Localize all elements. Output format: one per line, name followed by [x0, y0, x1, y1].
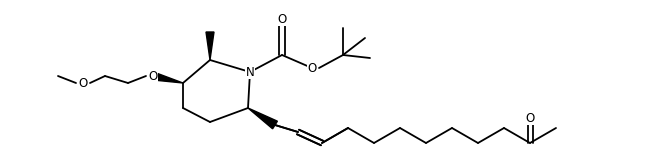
Text: O: O — [78, 76, 88, 90]
Polygon shape — [206, 32, 214, 60]
Text: N: N — [246, 65, 254, 78]
Polygon shape — [152, 72, 183, 83]
Text: O: O — [307, 61, 316, 74]
Text: O: O — [525, 112, 535, 125]
Text: O: O — [278, 13, 286, 26]
Text: O: O — [149, 69, 158, 82]
Polygon shape — [248, 108, 278, 129]
